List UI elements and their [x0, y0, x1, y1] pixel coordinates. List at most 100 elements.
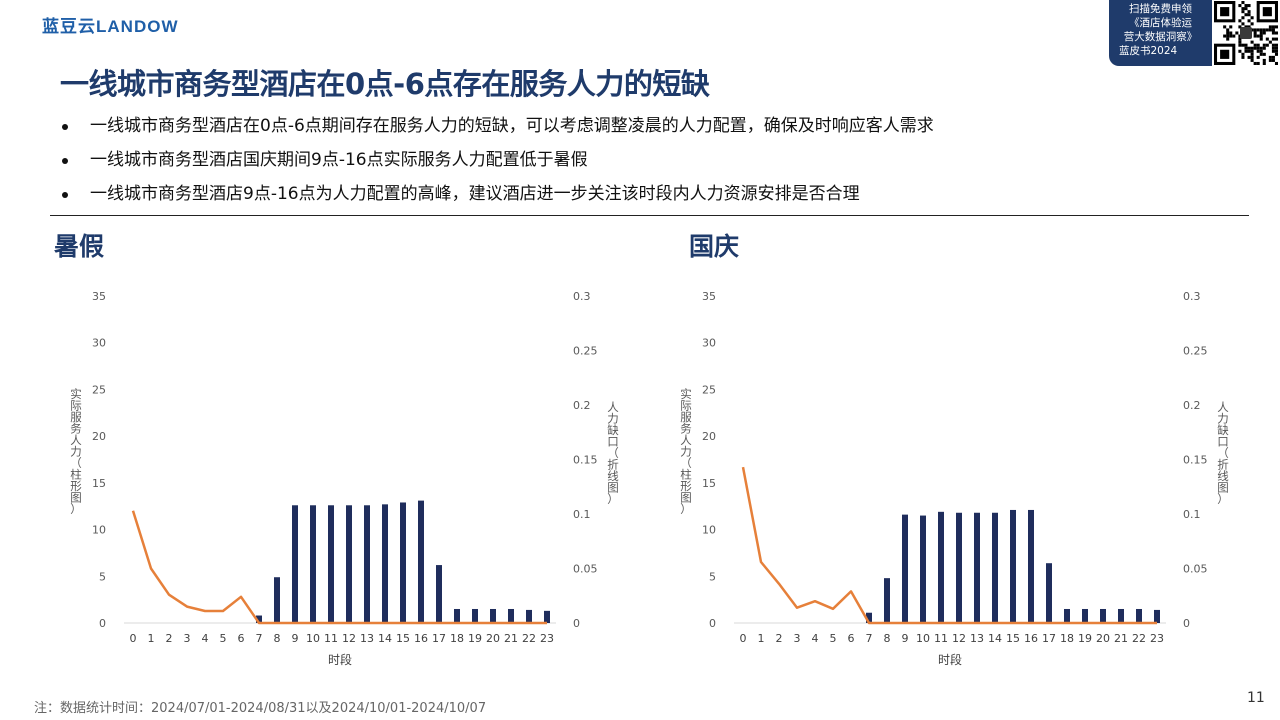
bar	[526, 609, 532, 623]
y-right-tick-label: 0.1	[1183, 508, 1201, 521]
bar	[508, 608, 514, 623]
y-left-axis-label-char: 实	[680, 387, 692, 401]
bar	[472, 608, 478, 623]
qr-module	[1229, 25, 1233, 29]
y-left-tick-label: 0	[99, 617, 106, 630]
y-right-axis-label-char: 缺	[607, 423, 619, 437]
qr-module	[1241, 22, 1245, 26]
qr-module	[1271, 46, 1275, 50]
y-left-axis-label-char: 人	[70, 433, 82, 447]
x-tick-label: 2	[166, 632, 173, 645]
qr-finder	[1220, 7, 1230, 17]
qr-module	[1268, 40, 1272, 44]
promo-line: 营大数据洞察》	[1123, 31, 1198, 43]
bar	[938, 511, 944, 623]
gap-line-series	[741, 466, 1157, 625]
bar	[436, 565, 442, 623]
qr-module	[1235, 31, 1239, 35]
qr-module	[1259, 34, 1263, 38]
qr-module	[1262, 58, 1266, 62]
qr-module	[1244, 49, 1248, 53]
y-right-axis-label-char: 折	[607, 458, 619, 472]
qr-module	[1265, 28, 1269, 32]
qr-module	[1274, 61, 1278, 65]
qr-module	[1247, 55, 1251, 59]
y-left-axis-label-char: 力	[680, 445, 692, 459]
y-left-axis-label-char: 人	[680, 433, 692, 447]
y-right-axis-label-char: （	[607, 446, 619, 460]
x-tick-label: 18	[1060, 632, 1074, 645]
qr-module	[1268, 55, 1272, 59]
qr-module	[1250, 55, 1254, 59]
x-tick-label: 23	[540, 632, 554, 645]
y-left-axis-label-char: 际	[70, 399, 82, 413]
x-tick-label: 14	[378, 632, 392, 645]
x-tick-label: 14	[988, 632, 1002, 645]
y-right-tick-label: 0	[1183, 617, 1190, 630]
y-left-tick-label: 5	[99, 570, 106, 583]
x-tick-label: 22	[1132, 632, 1146, 645]
y-left-tick-label: 0	[709, 617, 716, 630]
x-tick-label: 12	[952, 632, 966, 645]
qr-module	[1262, 28, 1266, 32]
qr-module	[1274, 49, 1278, 53]
y-right-axis-label-char: ）	[607, 492, 619, 506]
brand-logo: 蓝豆云LANDOW	[42, 17, 179, 36]
qr-module	[1241, 1, 1245, 5]
promo-banner[interactable]: 扫描免费申领 《酒店体验运 营大数据洞察》 蓝皮书2024	[1109, 0, 1212, 66]
bullet-text: 一线城市商务型酒店国庆期间9点-16点实际服务人力配置低于暑假	[90, 150, 588, 170]
y-left-tick-label: 15	[92, 477, 106, 490]
y-left-tick-label: 30	[92, 337, 106, 350]
qr-module	[1256, 43, 1260, 47]
qr-module	[1274, 31, 1278, 35]
y-left-axis-label-char: 务	[70, 422, 82, 436]
qr-module	[1271, 55, 1275, 59]
bar	[992, 512, 998, 623]
bar	[490, 608, 496, 623]
bar	[1010, 509, 1016, 623]
bar	[418, 500, 424, 623]
bar	[974, 512, 980, 623]
bar	[256, 615, 262, 623]
y-left-tick-label: 15	[702, 477, 716, 490]
qr-module	[1247, 13, 1251, 17]
qr-module	[1247, 25, 1251, 29]
y-left-axis-label: 实际服务人力（柱形图）	[70, 387, 82, 516]
y-right-tick-label: 0.15	[573, 454, 598, 467]
qr-module	[1256, 61, 1260, 65]
qr-center-logo	[1240, 27, 1252, 39]
y-right-axis-label-char: 折	[1217, 458, 1229, 472]
qr-module	[1259, 37, 1263, 41]
x-tick-label: 8	[884, 632, 891, 645]
qr-module	[1244, 13, 1248, 17]
y-left-axis-label-char: ）	[70, 502, 82, 516]
bar	[292, 505, 298, 623]
qr-module	[1262, 52, 1266, 56]
section-title-national-day: 国庆	[689, 232, 740, 261]
page-number: 11	[1247, 690, 1265, 706]
y-right-axis-label-char: （	[1217, 446, 1229, 460]
qr-module	[1241, 55, 1245, 59]
bullet-dot-icon	[62, 158, 68, 164]
bullet-item: 一线城市商务型酒店在0点-6点期间存在服务人力的短缺，可以考虑调整凌晨的人力配置…	[62, 113, 934, 147]
x-tick-label: 10	[306, 632, 320, 645]
bar	[454, 608, 460, 623]
qr-module	[1262, 46, 1266, 50]
y-right-axis-label-char: 人	[1217, 400, 1229, 414]
x-tick-label: 17	[432, 632, 446, 645]
y-left-axis-label-char: （	[70, 456, 82, 470]
qr-finder	[1220, 49, 1230, 59]
bar	[400, 502, 406, 623]
bar	[346, 505, 352, 623]
qr-module	[1250, 22, 1254, 26]
y-right-tick-label: 0.15	[1183, 454, 1208, 467]
qr-module	[1256, 55, 1260, 59]
qr-module	[1256, 46, 1260, 50]
qr-module	[1274, 46, 1278, 50]
bullet-item: 一线城市商务型酒店国庆期间9点-16点实际服务人力配置低于暑假	[62, 147, 934, 181]
qr-code-icon[interactable]	[1214, 1, 1278, 65]
bullet-text: 一线城市商务型酒店9点-16点为人力配置的高峰，建议酒店进一步关注该时段内人力资…	[90, 184, 860, 204]
qr-module	[1259, 49, 1263, 53]
x-tick-label: 21	[1114, 632, 1128, 645]
